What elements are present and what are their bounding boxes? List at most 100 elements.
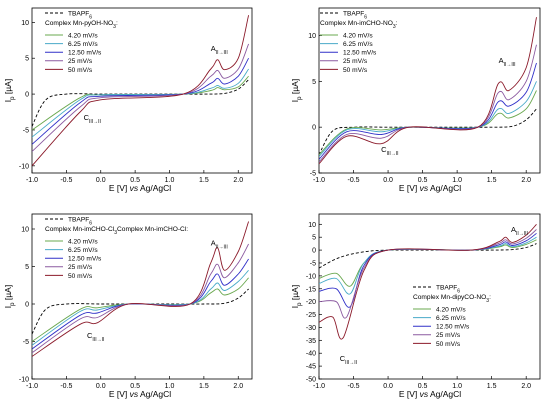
x-axis-label: E [V] vs Ag/AgCl [399,389,461,399]
x-tick-label: 2.0 [521,383,531,390]
legend-label: 50 mV/s [68,273,93,280]
y-tick-label: 10 [308,33,316,40]
legend-title: Complex Mn-dipyCO-NO3: [413,294,491,304]
chart-panel-bottom-right: -1.0 -0.5 0.0 0.5 1.0 1.5 2.0-50-45-40-35-30-2… [290,213,541,399]
y-tick-label: 10 [308,222,316,229]
legend-title: Complex Mn-imCHO-NO3: [320,20,398,30]
annotation-a: AII→III [211,44,228,56]
y-tick-label: -5 [23,339,29,346]
series-line-50-mV-s [32,221,250,357]
y-tick-label: -45 [306,364,316,371]
legend-label: 50 mV/s [68,67,93,74]
annotation-a: AII→III [211,239,228,251]
annotation-a: AII→III [511,225,528,237]
x-tick-label: 0.0 [383,383,393,390]
series-line-6-25-mV-s [319,81,537,157]
series-line-tbapf6 [32,79,249,127]
legend-label: 12.50 mV/s [436,324,470,331]
x-tick-label: -0.5 [348,177,360,184]
legend-label-reference: TBAPF6 [68,216,92,226]
legend-label: 12.50 mV/s [68,50,102,57]
legend-title: Complex Mn-pyOH-NO3: [45,20,118,30]
legend-label: 12.50 mV/s [68,256,102,263]
series-line-12-50-mV-s [32,258,249,350]
series-line-50-mV-s [32,15,250,167]
y-tick-label: -20 [306,299,316,306]
series-line-12-50-mV-s [32,57,249,145]
x-tick-label: -1.0 [26,383,38,390]
x-axis-label: E [V] vs Ag/AgCl [109,183,171,193]
y-tick-label: -40 [306,351,316,358]
x-tick-label: -1.0 [313,383,325,390]
y-axis-label: Ip [µA] [290,285,303,308]
y-tick-label: 5 [312,235,316,242]
legend-label: 4.20 mV/s [68,32,98,39]
x-tick-label: 0.0 [383,177,393,184]
legend-label: 50 mV/s [343,67,368,74]
x-axis-label: E [V] vs Ag/AgCl [399,183,461,193]
series-line-6-25-mV-s [32,68,249,138]
y-tick-label: 0 [312,125,316,132]
chart-panel-bottom-left: -1.0 -0.5 0.0 0.5 1.0 1.5 2.0 -10 -5 0 5 10 Ip [µA] E… [3,213,253,399]
legend-label: 50 mV/s [436,341,461,348]
y-tick-label: -25 [306,312,316,319]
legend-label-reference: TBAPF6 [436,284,460,294]
x-tick-label: 1.0 [165,383,175,390]
annotation-c: CIII→II [87,331,104,343]
x-tick-label: 0.5 [418,383,428,390]
y-axis-label: Ip [µA] [290,79,303,102]
series-line-25-mV-s [32,43,250,152]
series-line-tbapf6 [319,243,537,269]
legend-label: 25 mV/s [68,58,93,65]
x-tick-label: -0.5 [348,383,360,390]
y-tick-label: -35 [306,338,316,345]
series-line-4-20-mV-s [319,239,537,287]
plot-frame [31,213,253,380]
annotation-c: CIII→II [340,354,357,366]
x-tick-label: 1.0 [165,177,175,184]
y-tick-label: 0 [25,92,29,99]
series-line-tbapf6 [319,108,537,155]
y-tick-label: -5 [310,171,316,178]
legend-label: 6.25 mV/s [343,41,373,48]
series-line-4-20-mV-s [32,75,249,131]
legend-label-reference: TBAPF6 [343,10,367,20]
legend-label: 6.25 mV/s [436,315,466,322]
y-tick-label: 5 [25,264,29,271]
series-line-4-20-mV-s [319,90,537,156]
x-tick-label: 0.5 [418,177,428,184]
x-axis-label: E [V] vs Ag/AgCl [109,389,171,399]
x-tick-label: 1.5 [487,383,497,390]
legend-label: 12.50 mV/s [343,50,377,57]
plot-frame [318,213,541,380]
series-line-6-25-mV-s [32,269,249,346]
x-tick-label: -0.5 [60,383,72,390]
x-tick-label: 1.0 [452,383,462,390]
y-tick-label: -5 [23,127,29,134]
y-tick-label: 0 [25,302,29,309]
annotation-a: AII→III [499,56,516,68]
y-tick-label: -50 [306,377,316,384]
series-line-tbapf6 [32,288,249,335]
x-tick-label: 0.0 [96,177,106,184]
legend-label: 6.25 mV/s [68,247,98,254]
legend-label: 25 mV/s [343,58,368,65]
annotation-c: CIII→II [381,145,398,157]
x-tick-label: 0.5 [130,177,140,184]
y-tick-label: -30 [306,325,316,332]
y-tick-label: 0 [312,248,316,255]
y-tick-label: 5 [25,56,29,63]
x-tick-label: 0.5 [130,383,140,390]
y-tick-label: -10 [19,377,29,384]
x-tick-label: 1.5 [199,383,209,390]
chart-panel-top-left: -1.0 -0.5 0.0 0.5 1.0 1.5 2.0 -10 -5 0 5 10 Ip [µA] E… [3,7,253,193]
legend-label-reference: TBAPF6 [68,10,92,20]
y-tick-label: -5 [310,260,316,267]
x-tick-label: -1.0 [313,177,325,184]
x-tick-label: 1.0 [452,177,462,184]
plot-frame [31,7,253,174]
